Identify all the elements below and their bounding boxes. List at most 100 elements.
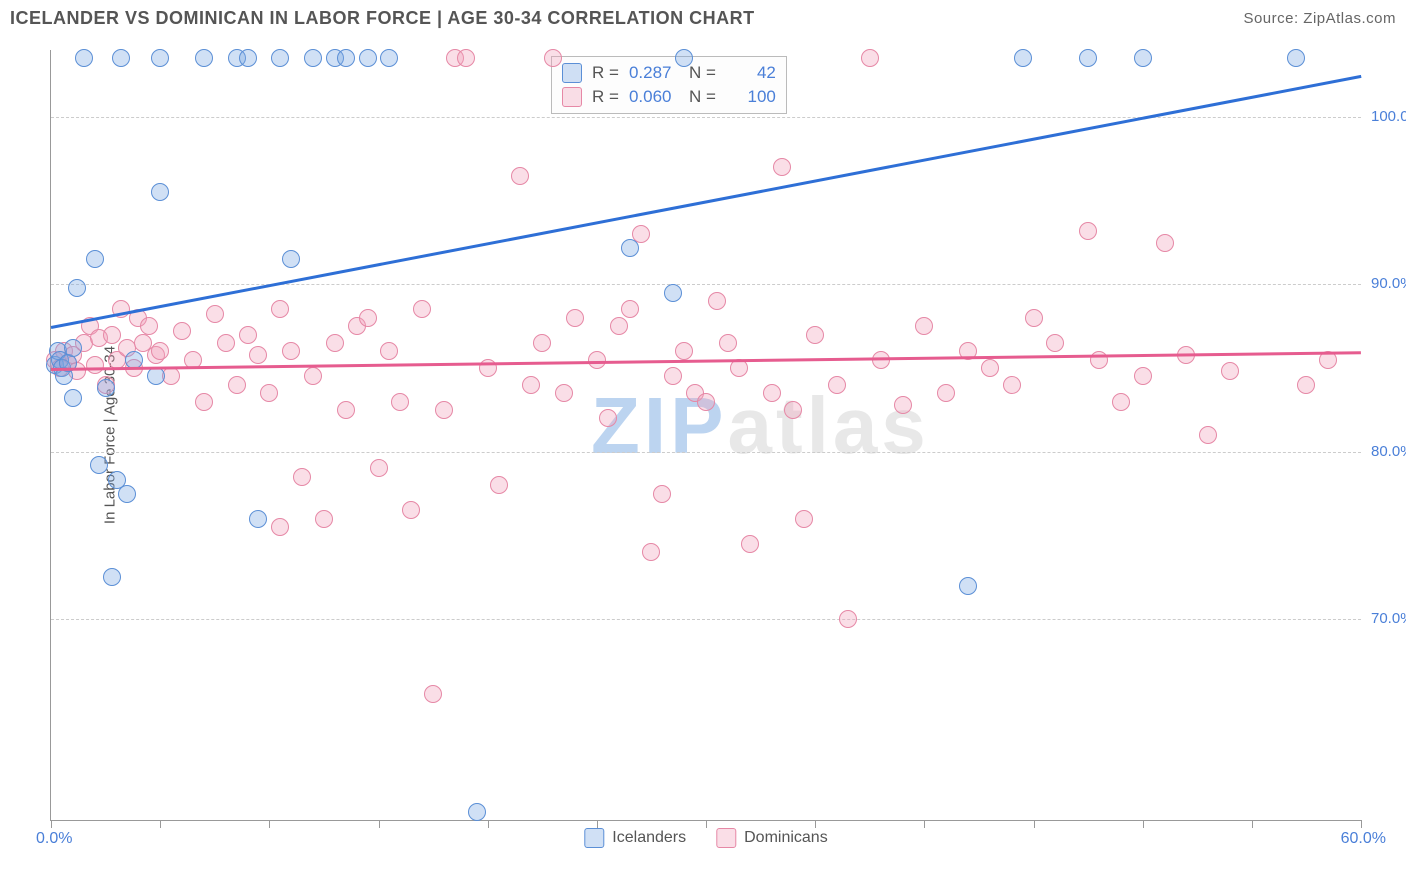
source-label: Source: ZipAtlas.com [1243, 10, 1396, 27]
gridline: 90.0% [51, 284, 1361, 285]
dominicans-point [544, 49, 562, 67]
icelanders-point [90, 456, 108, 474]
dominicans-point [784, 401, 802, 419]
x-tick [1252, 820, 1253, 828]
dominicans-point [861, 49, 879, 67]
x-tick [924, 820, 925, 828]
dominicans-point [533, 334, 551, 352]
dominicans-point [599, 409, 617, 427]
dominicans-point [1046, 334, 1064, 352]
dominicans-point [981, 359, 999, 377]
dominicans-point [239, 326, 257, 344]
dominicans-point [490, 476, 508, 494]
icelanders-point [664, 284, 682, 302]
icelanders-point [112, 49, 130, 67]
dominicans-point [271, 518, 289, 536]
icelanders-point [304, 49, 322, 67]
dominicans-point [1199, 426, 1217, 444]
dominicans-point [741, 535, 759, 553]
icelanders-point [118, 485, 136, 503]
icelanders-point [68, 279, 86, 297]
dominicans-point [828, 376, 846, 394]
icelanders-point [1079, 49, 1097, 67]
dominicans-point [773, 158, 791, 176]
legend-item-dominicans: Dominicans [716, 828, 828, 848]
dominicans-point [839, 610, 857, 628]
dominicans-point [708, 292, 726, 310]
legend-swatch-icelanders [584, 828, 604, 848]
icelanders-point [468, 803, 486, 821]
icelanders-point [103, 568, 121, 586]
dominicans-point [1112, 393, 1130, 411]
icelanders-point [337, 49, 355, 67]
dominicans-point [511, 167, 529, 185]
y-tick-label: 80.0% [1371, 443, 1406, 460]
icelanders-point [151, 49, 169, 67]
dominicans-point [413, 300, 431, 318]
dominicans-point [249, 346, 267, 364]
icelanders-point [75, 49, 93, 67]
dominicans-point [566, 309, 584, 327]
gridline: 70.0% [51, 619, 1361, 620]
dominicans-point [1134, 367, 1152, 385]
dominicans-point [795, 510, 813, 528]
x-tick [269, 820, 270, 828]
dominicans-point [610, 317, 628, 335]
dominicans-trendline [51, 351, 1361, 370]
icelanders-point [1014, 49, 1032, 67]
icelanders-point [675, 49, 693, 67]
dominicans-point [1297, 376, 1315, 394]
icelanders-point [249, 510, 267, 528]
icelanders-point [97, 379, 115, 397]
x-tick [1034, 820, 1035, 828]
dominicans-point [1025, 309, 1043, 327]
dominicans-point [675, 342, 693, 360]
y-tick-label: 90.0% [1371, 275, 1406, 292]
gridline: 80.0% [51, 452, 1361, 453]
icelanders-point [1287, 49, 1305, 67]
dominicans-point [380, 342, 398, 360]
dominicans-point [1221, 362, 1239, 380]
gridline: 100.0% [51, 117, 1361, 118]
dominicans-point [653, 485, 671, 503]
dominicans-point [315, 510, 333, 528]
icelanders-point [359, 49, 377, 67]
dominicans-point [206, 305, 224, 323]
legend-swatch-dominicans [716, 828, 736, 848]
dominicans-point [763, 384, 781, 402]
icelanders-point [151, 183, 169, 201]
dominicans-point [588, 351, 606, 369]
dominicans-point [86, 356, 104, 374]
dominicans-point [140, 317, 158, 335]
dominicans-point [555, 384, 573, 402]
swatch-dominicans [562, 87, 582, 107]
x-tick [160, 820, 161, 828]
icelanders-point [147, 367, 165, 385]
y-axis-title: In Labor Force | Age 30-34 [102, 346, 119, 524]
x-tick [488, 820, 489, 828]
icelanders-point [959, 577, 977, 595]
icelanders-point [1134, 49, 1152, 67]
x-tick [597, 820, 598, 828]
dominicans-point [915, 317, 933, 335]
x-tick [379, 820, 380, 828]
dominicans-point [1003, 376, 1021, 394]
stats-row-dominicans: R =0.060 N =100 [562, 85, 776, 109]
dominicans-point [664, 367, 682, 385]
dominicans-point [391, 393, 409, 411]
dominicans-point [457, 49, 475, 67]
x-tick [815, 820, 816, 828]
dominicans-point [304, 367, 322, 385]
swatch-icelanders [562, 63, 582, 83]
stats-box: R =0.287 N =42 R =0.060 N =100 [551, 56, 787, 114]
plot-area: In Labor Force | Age 30-34 ZIPatlas R =0… [50, 50, 1361, 821]
dominicans-point [282, 342, 300, 360]
dominicans-point [370, 459, 388, 477]
dominicans-point [260, 384, 278, 402]
dominicans-point [424, 685, 442, 703]
dominicans-point [173, 322, 191, 340]
dominicans-point [435, 401, 453, 419]
dominicans-point [103, 326, 121, 344]
dominicans-point [1156, 234, 1174, 252]
icelanders-point [195, 49, 213, 67]
